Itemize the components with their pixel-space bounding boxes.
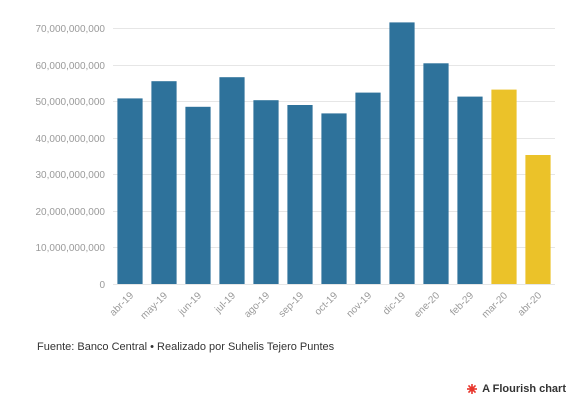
y-tick-label: 50,000,000,000: [35, 97, 105, 108]
y-tick-label: 0: [99, 280, 105, 291]
y-tick-label: 60,000,000,000: [35, 61, 105, 72]
x-tick-label: mar-20: [480, 290, 510, 320]
x-tick-label: abr-19: [108, 290, 137, 319]
x-axis-ticks: abr-19 may-19 jun-19 jul-19 ago-19 sep-19 oct-…: [108, 290, 545, 322]
bar[interactable]: [219, 77, 245, 284]
bar[interactable]: [491, 89, 517, 284]
bar[interactable]: [457, 96, 483, 284]
x-tick-label: feb-29: [448, 290, 476, 318]
y-tick-label: 70,000,000,000: [35, 24, 105, 35]
x-tick-label: oct-19: [313, 290, 341, 318]
bar[interactable]: [355, 92, 381, 284]
bar[interactable]: [253, 100, 279, 284]
bars: [117, 22, 551, 285]
y-tick-label: 40,000,000,000: [35, 134, 105, 145]
bar[interactable]: [287, 105, 313, 284]
x-tick-label: abr-20: [516, 290, 545, 319]
x-tick-label: nov-19: [345, 290, 375, 320]
burst-core: [469, 386, 475, 392]
bar[interactable]: [525, 155, 551, 284]
bar[interactable]: [389, 22, 415, 285]
bar[interactable]: [423, 63, 449, 284]
y-tick-label: 10,000,000,000: [35, 243, 105, 254]
bar[interactable]: [321, 113, 347, 285]
bar[interactable]: [151, 81, 177, 284]
x-tick-label: ago-19: [242, 290, 272, 320]
flourish-credit-label: A Flourish chart: [482, 383, 566, 395]
x-tick-label: may-19: [139, 290, 171, 322]
flourish-logo-icon: [467, 384, 478, 394]
y-tick-label: 20,000,000,000: [35, 207, 105, 218]
x-tick-label: dic-19: [381, 290, 408, 317]
x-tick-label: jun-19: [176, 290, 204, 318]
y-tick-label: 30,000,000,000: [35, 170, 105, 181]
x-tick-label: sep-19: [277, 290, 307, 320]
source-note: Fuente: Banco Central • Realizado por Su…: [37, 341, 335, 353]
bar[interactable]: [117, 98, 143, 285]
y-axis-ticks: 0 10,000,000,000 20,000,000,000 30,000,000,…: [35, 24, 105, 291]
x-tick-label: jul-19: [212, 290, 238, 316]
x-tick-label: ene-20: [412, 290, 442, 320]
bar[interactable]: [185, 106, 211, 284]
flourish-credit-link[interactable]: A Flourish chart: [466, 383, 566, 395]
